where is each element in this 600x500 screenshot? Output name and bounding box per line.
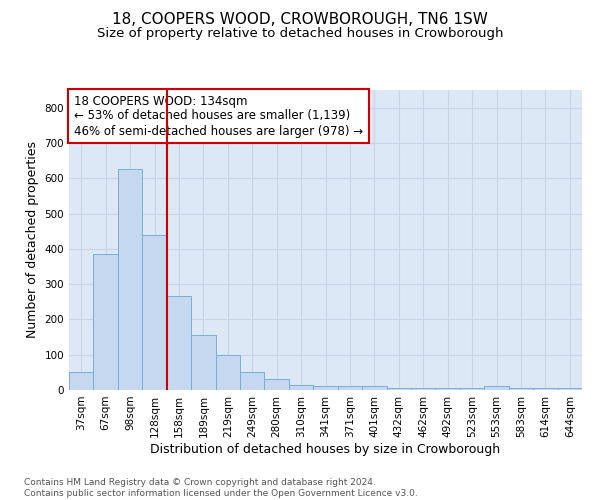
Bar bbox=[313, 386, 338, 390]
Y-axis label: Number of detached properties: Number of detached properties bbox=[26, 142, 39, 338]
Bar bbox=[142, 234, 167, 390]
Text: 18, COOPERS WOOD, CROWBOROUGH, TN6 1SW: 18, COOPERS WOOD, CROWBOROUGH, TN6 1SW bbox=[112, 12, 488, 28]
Text: Contains HM Land Registry data © Crown copyright and database right 2024.
Contai: Contains HM Land Registry data © Crown c… bbox=[24, 478, 418, 498]
Bar bbox=[533, 388, 557, 390]
Bar bbox=[557, 388, 582, 390]
Text: 18 COOPERS WOOD: 134sqm
← 53% of detached houses are smaller (1,139)
46% of semi: 18 COOPERS WOOD: 134sqm ← 53% of detache… bbox=[74, 94, 363, 138]
Bar bbox=[436, 388, 460, 390]
Bar bbox=[265, 380, 289, 390]
Bar bbox=[240, 372, 265, 390]
Bar bbox=[338, 386, 362, 390]
Bar bbox=[69, 372, 94, 390]
Bar bbox=[191, 336, 215, 390]
Bar bbox=[386, 388, 411, 390]
Bar bbox=[484, 386, 509, 390]
Bar bbox=[94, 254, 118, 390]
Bar bbox=[215, 356, 240, 390]
Bar bbox=[167, 296, 191, 390]
Bar bbox=[411, 388, 436, 390]
Text: Size of property relative to detached houses in Crowborough: Size of property relative to detached ho… bbox=[97, 28, 503, 40]
Bar bbox=[289, 384, 313, 390]
Bar bbox=[362, 386, 386, 390]
Bar bbox=[118, 170, 142, 390]
Bar bbox=[460, 388, 484, 390]
Bar bbox=[509, 388, 533, 390]
X-axis label: Distribution of detached houses by size in Crowborough: Distribution of detached houses by size … bbox=[151, 442, 500, 456]
